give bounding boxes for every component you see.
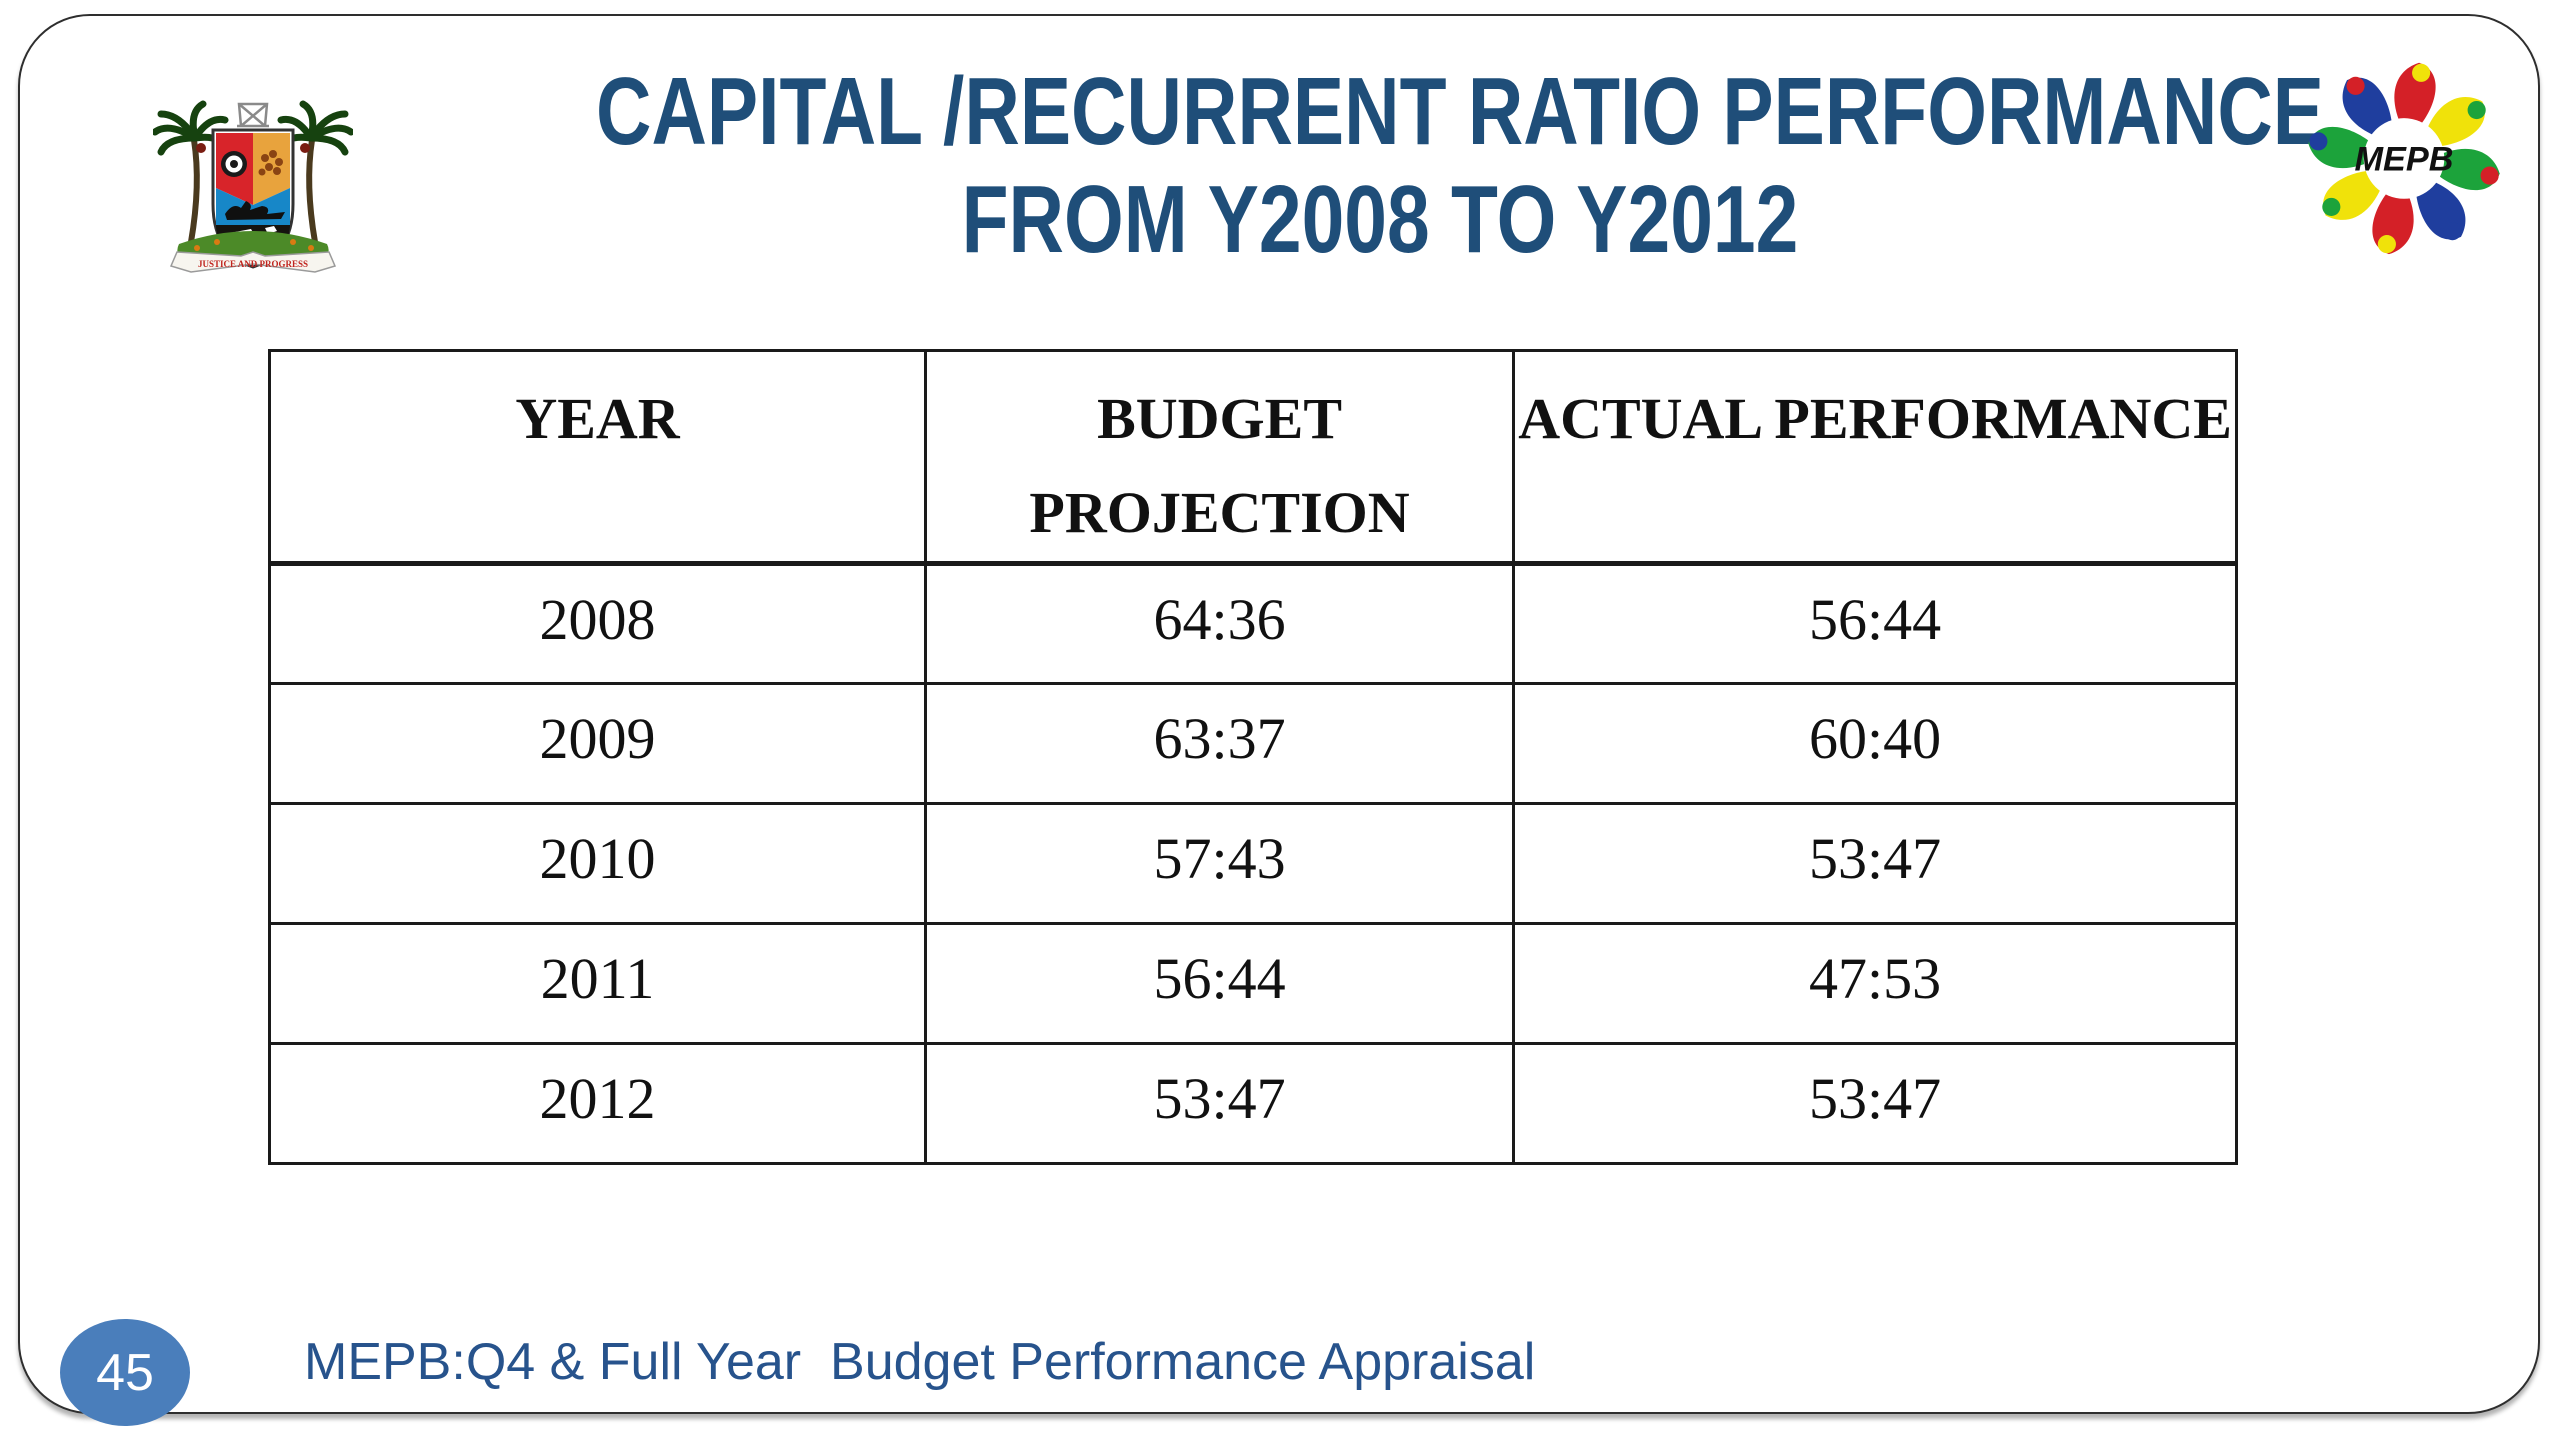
crest-motto-text: JUSTICE AND PROGRESS: [198, 259, 308, 269]
mepb-pinwheel-icon: MEPB: [2308, 62, 2500, 255]
column-header-actual-performance: ACTUAL PERFORMANCE: [1512, 349, 2238, 566]
mound-fruits-icon: [194, 239, 314, 251]
lagos-coat-of-arms-logo: JUSTICE AND PROGRESS: [153, 100, 353, 273]
cell-budget-projection: 64:36: [923, 561, 1516, 685]
cell-actual-performance: 47:53: [1512, 921, 2238, 1045]
cell-budget-projection: 56:44: [923, 921, 1516, 1045]
table-row: 2008 64:36 56:44: [268, 561, 2238, 685]
motto-ribbon: JUSTICE AND PROGRESS: [169, 251, 337, 273]
canoe-silhouette-icon: [225, 201, 285, 220]
page-number: 45: [96, 1343, 154, 1402]
table-row: 2009 63:37 60:40: [268, 681, 2238, 805]
cell-actual-performance: 56:44: [1512, 561, 2238, 685]
cell-year: 2011: [268, 921, 927, 1045]
cell-actual-performance: 53:47: [1512, 1041, 2238, 1165]
cell-budget-projection: 53:47: [923, 1041, 1516, 1165]
slide-canvas: JUSTICE AND PROGRESS CAPITAL /RECURRENT …: [18, 14, 2540, 1426]
page-number-badge: 45: [60, 1319, 190, 1426]
cell-actual-performance: 53:47: [1512, 801, 2238, 925]
ratio-performance-table: YEAR BUDGET PROJECTION ACTUAL PERFORMANC…: [268, 349, 2238, 1165]
cell-budget-projection: 63:37: [923, 681, 1516, 805]
mepb-logo-label: MEPB: [2355, 141, 2454, 179]
cell-year: 2012: [268, 1041, 927, 1165]
cell-year: 2010: [268, 801, 927, 925]
cell-year: 2009: [268, 681, 927, 805]
column-header-year: YEAR: [268, 349, 927, 566]
slide-title-line2: FROM Y2008 TO Y2012: [961, 165, 1799, 273]
cell-actual-performance: 60:40: [1512, 681, 2238, 805]
slide-title: CAPITAL /RECURRENT RATIO PERFORMANCE FRO…: [380, 58, 2380, 273]
table-row: 2011 56:44 47:53: [268, 921, 2238, 1045]
cocoa-pods-icon: [258, 150, 283, 176]
derrick-icon: [237, 102, 269, 128]
footer-caption: MEPB:Q4 & Full Year Budget Performance A…: [304, 1333, 1536, 1391]
table-row: 2010 57:43 53:47: [268, 801, 2238, 925]
cell-budget-projection: 57:43: [923, 801, 1516, 925]
palm-tree-right-icon: [275, 100, 353, 243]
cell-year: 2008: [268, 561, 927, 685]
table-row: 2012 53:47 53:47: [268, 1041, 2238, 1165]
slide-title-line1: CAPITAL /RECURRENT RATIO PERFORMANCE: [596, 58, 2324, 165]
column-header-budget-projection: BUDGET PROJECTION: [923, 349, 1516, 566]
table-header-row: YEAR BUDGET PROJECTION ACTUAL PERFORMANC…: [268, 349, 2238, 566]
mepb-logo: MEPB: [2308, 62, 2500, 255]
